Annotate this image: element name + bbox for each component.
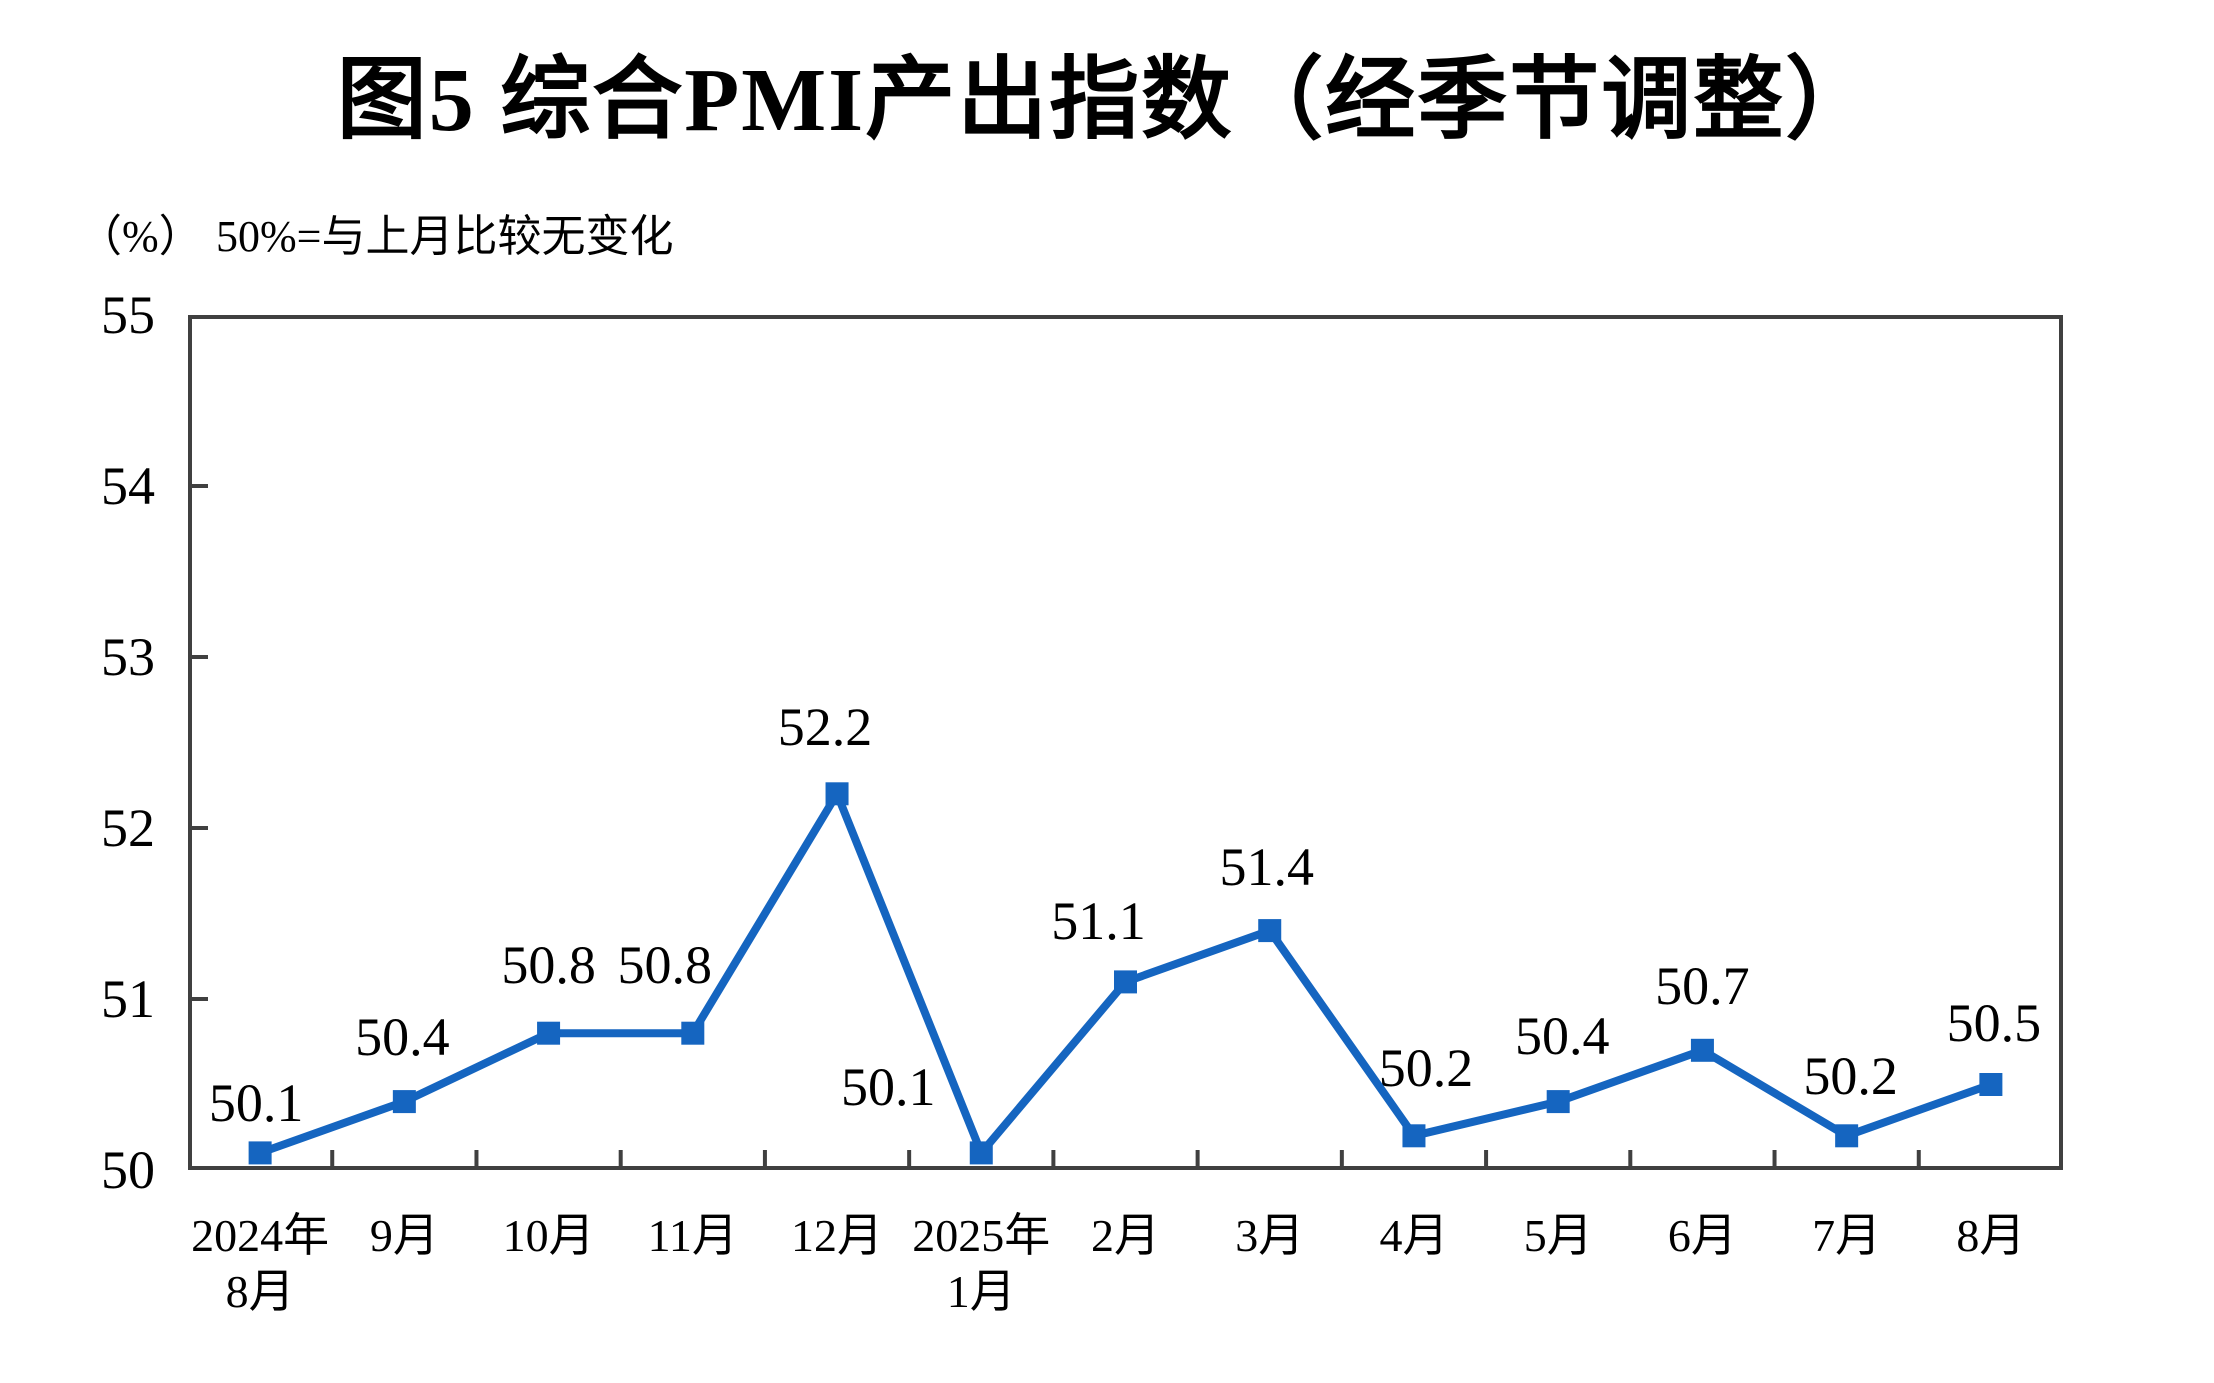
x-axis-tick-label: 9月 — [369, 1210, 439, 1261]
x-axis-tick — [618, 1150, 623, 1166]
data-point-label: 50.4 — [1514, 1005, 1610, 1066]
x-axis-tick-label: 10月 — [502, 1210, 595, 1261]
y-axis-tick — [192, 997, 208, 1001]
x-axis-tick — [1916, 1150, 1921, 1166]
x-axis-tick-label: 8月 — [1956, 1210, 2026, 1261]
y-axis-tick-label: 55 — [101, 285, 155, 345]
data-point-label: 50.4 — [355, 1006, 450, 1067]
data-point-label: 50.1 — [208, 1072, 304, 1133]
data-point-label: 51.4 — [1219, 836, 1314, 897]
x-axis-tick — [1051, 1150, 1056, 1166]
data-point-label: 50.1 — [841, 1056, 936, 1117]
x-axis-tick — [1628, 1150, 1633, 1166]
chart-subtitle-row: （%） 50%=与上月比较无变化 — [0, 200, 2214, 261]
plot-border — [188, 315, 2063, 1170]
data-point-marker — [1979, 1073, 2003, 1096]
data-point-label: 50.5 — [1946, 992, 2042, 1053]
data-point-marker — [1258, 919, 1282, 943]
x-axis-tick — [330, 1150, 335, 1166]
x-axis-tick — [474, 1150, 479, 1166]
data-point-label: 50.2 — [1803, 1045, 1898, 1106]
data-point-marker — [1690, 1038, 1714, 1062]
data-point-label: 50.7 — [1655, 956, 1750, 1017]
data-point-marker — [825, 782, 849, 806]
data-point-label: 50.8 — [501, 935, 596, 996]
x-axis-tick — [1484, 1150, 1489, 1166]
data-point-label: 50.2 — [1378, 1037, 1474, 1098]
data-point-marker — [537, 1021, 561, 1045]
y-axis-unit-label: （%） — [78, 212, 203, 261]
x-axis-tick-label: 3月 — [1235, 1210, 1305, 1261]
y-axis-tick — [192, 826, 208, 830]
chart-note: 50%=与上月比较无变化 — [216, 212, 674, 261]
data-point-marker — [1835, 1124, 1859, 1148]
x-axis-tick-label: 6月 — [1667, 1210, 1737, 1261]
y-axis-tick — [192, 655, 208, 659]
x-axis-tick-label: 4月 — [1379, 1210, 1449, 1261]
y-axis-tick-label: 53 — [101, 627, 155, 687]
y-axis-tick-label: 51 — [101, 969, 155, 1029]
data-point-label: 50.8 — [617, 935, 713, 996]
x-axis-tick-label: 2025年 1月 — [912, 1210, 1051, 1317]
y-axis-tick-label: 54 — [101, 456, 155, 516]
data-point-marker — [392, 1090, 416, 1114]
data-point-marker — [969, 1141, 993, 1165]
data-point-marker — [1402, 1124, 1426, 1148]
x-axis-tick — [762, 1150, 767, 1166]
x-axis-tick — [1339, 1150, 1344, 1166]
data-point-marker — [681, 1021, 705, 1045]
plot-area — [188, 315, 2063, 1170]
x-axis-tick — [1195, 1150, 1200, 1166]
data-point-marker — [248, 1141, 272, 1165]
y-axis-tick — [192, 484, 208, 488]
x-axis-tick-label: 2月 — [1091, 1210, 1160, 1261]
y-axis-tick-label: 50 — [101, 1140, 155, 1200]
y-axis-tick-label: 52 — [101, 798, 155, 858]
x-axis-tick-label: 5月 — [1523, 1210, 1593, 1261]
x-axis-tick-label: 7月 — [1812, 1210, 1882, 1261]
x-axis-tick — [1772, 1150, 1777, 1166]
x-axis-tick-label: 11月 — [647, 1210, 738, 1261]
x-axis-tick — [907, 1150, 912, 1166]
x-axis-tick-label: 12月 — [791, 1210, 884, 1261]
chart-title: 图5 综合PMI产出指数（经季节调整） — [336, 51, 1878, 150]
data-point-marker — [1114, 970, 1137, 994]
data-point-marker — [1546, 1090, 1570, 1114]
data-point-label: 52.2 — [777, 696, 873, 757]
x-axis-tick-label: 2024年 8月 — [191, 1210, 330, 1317]
data-point-label: 51.1 — [1051, 890, 1146, 951]
